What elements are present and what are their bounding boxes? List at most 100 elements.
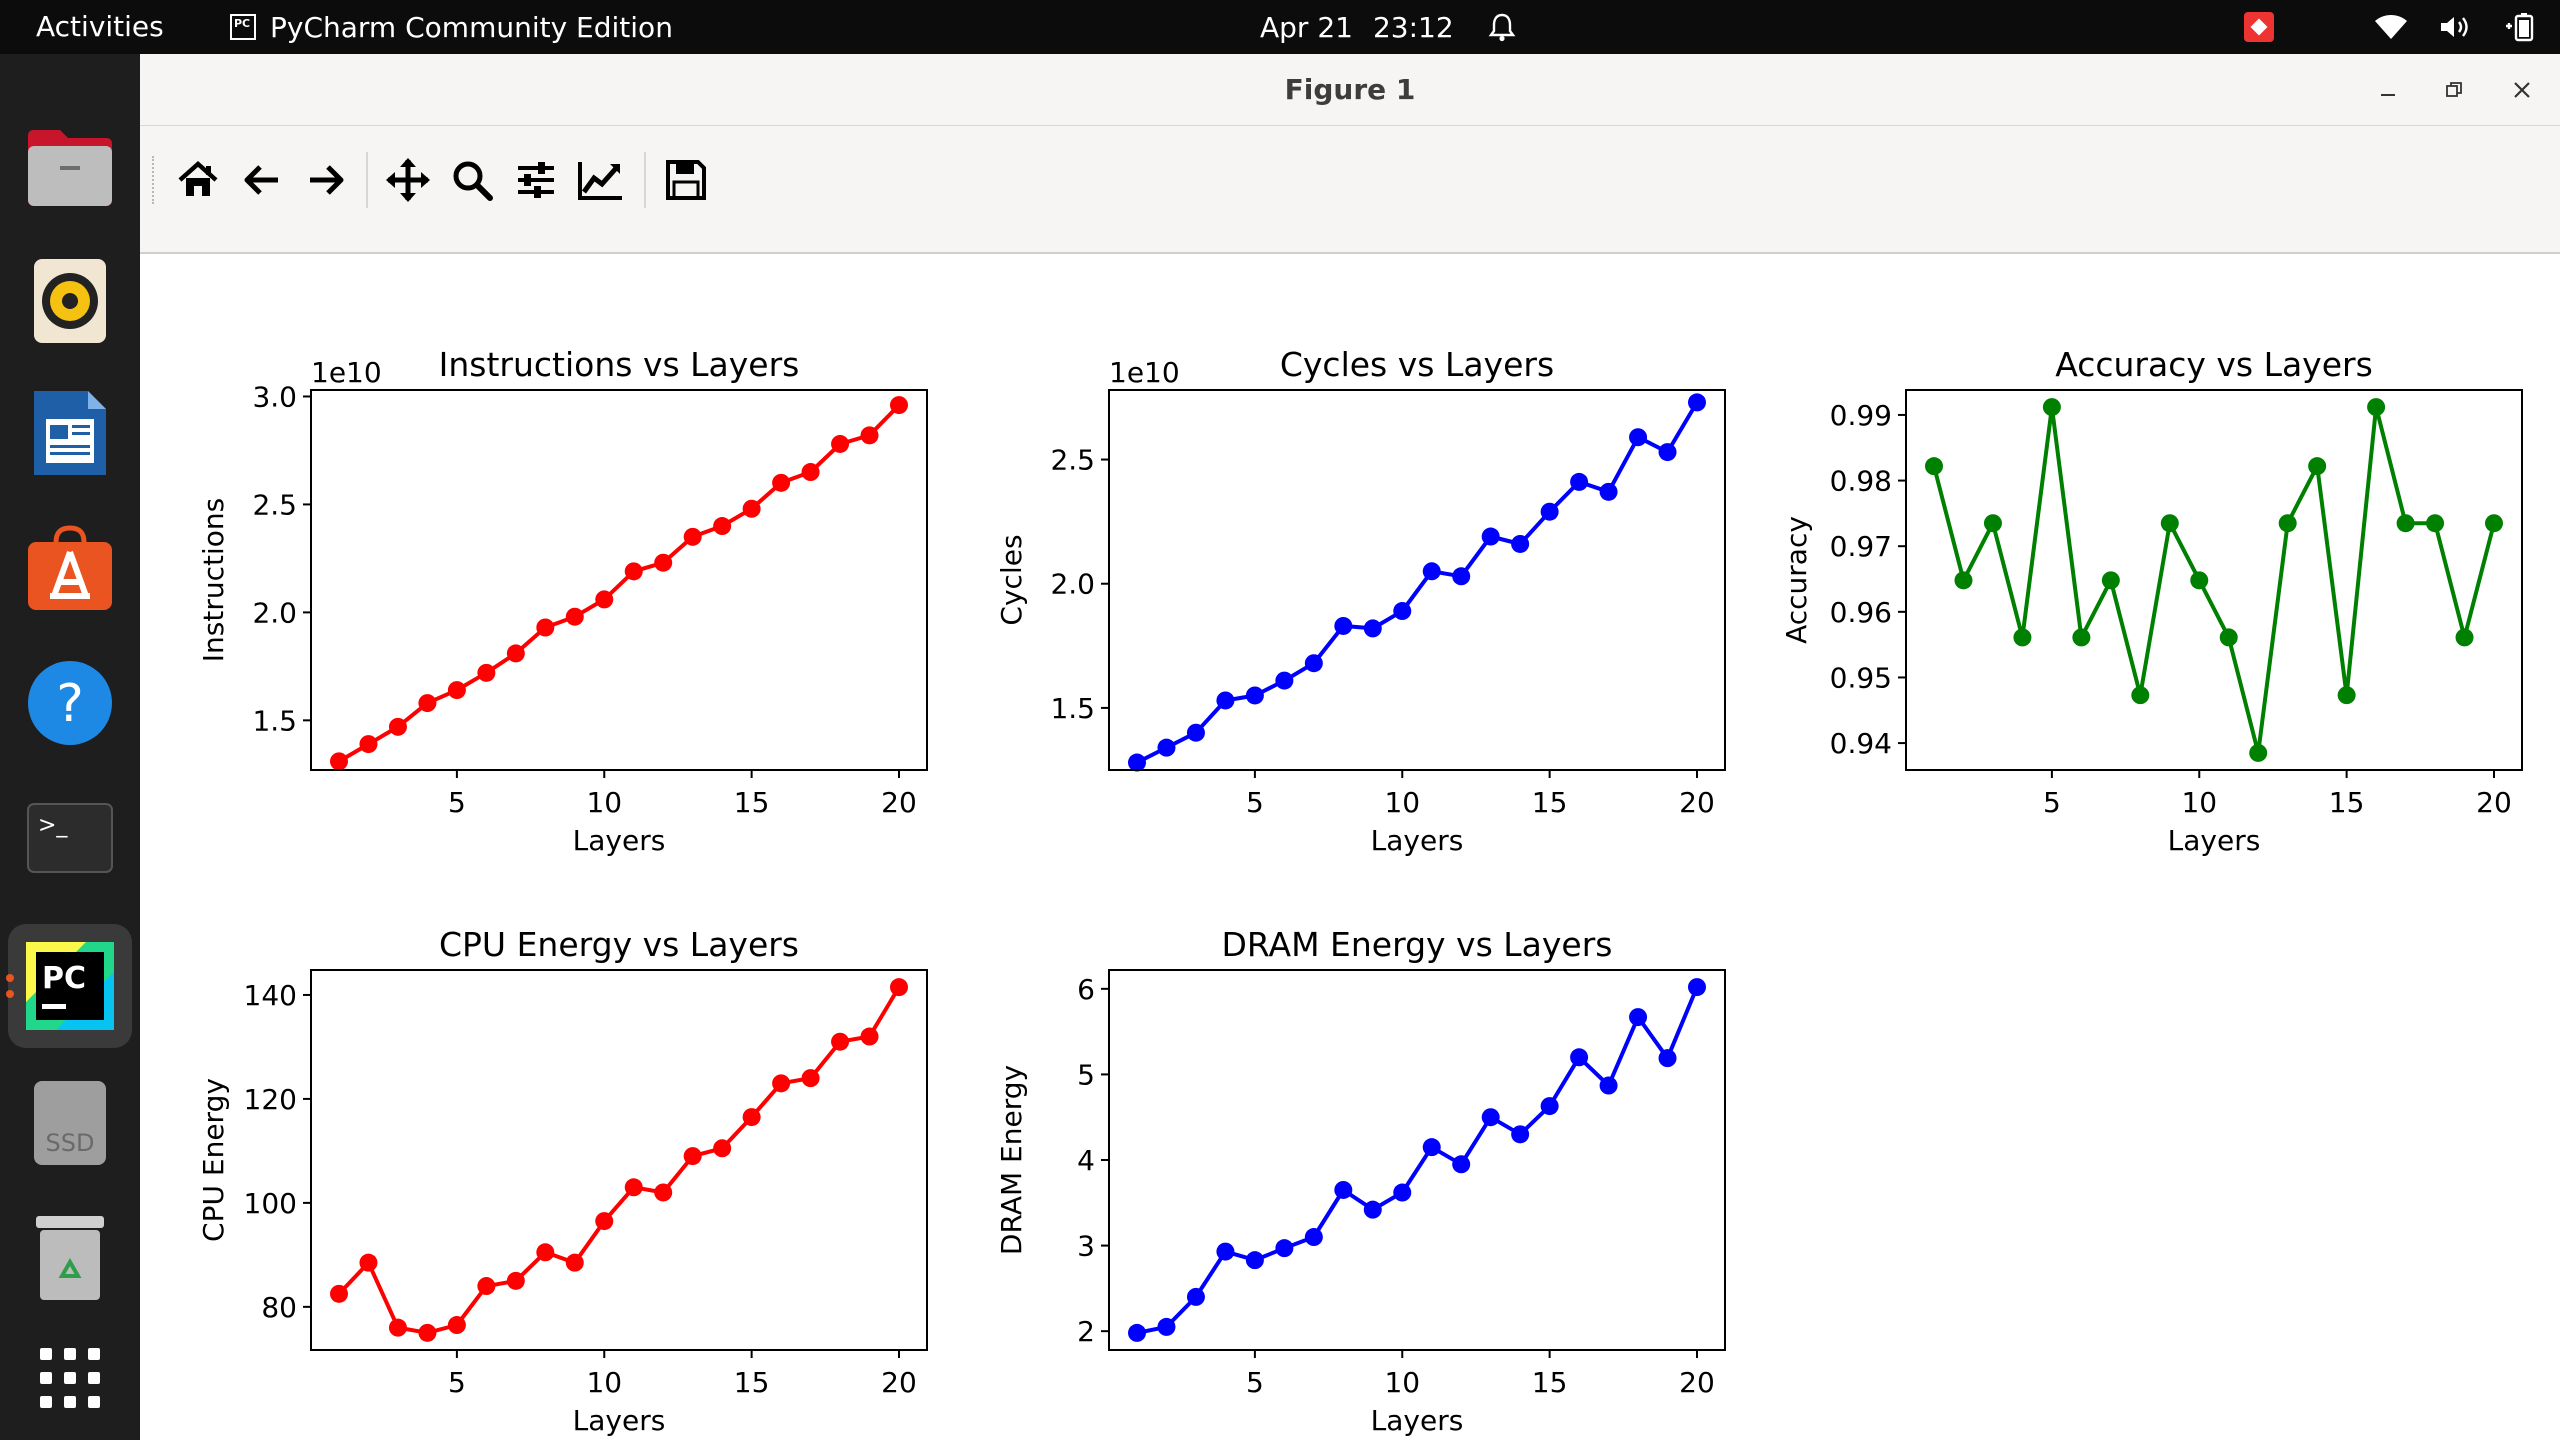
save-button[interactable]: [658, 152, 714, 208]
subplot-3: Accuracy vs Layers Layers Accuracy 5 10 15 20 0…: [1780, 345, 2523, 857]
battery-icon[interactable]: [2502, 12, 2538, 42]
dock-item-rhythmbox[interactable]: [26, 257, 114, 345]
data-point: [536, 1243, 555, 1262]
x-tick-label: 15: [2329, 786, 2365, 819]
bell-icon: [1488, 13, 1516, 42]
minimize-button[interactable]: [2370, 72, 2406, 108]
data-point: [1422, 562, 1441, 581]
data-point: [742, 1108, 761, 1127]
configure-subplots-button[interactable]: [508, 152, 564, 208]
data-point: [506, 1271, 525, 1290]
x-tick-label: 5: [1246, 1366, 1264, 1399]
zoom-button[interactable]: [444, 152, 500, 208]
data-point: [2101, 571, 2120, 590]
y-offset-text: 1e10: [1109, 356, 1180, 389]
document-icon: [34, 391, 106, 475]
title-bar[interactable]: Figure 1: [140, 54, 2560, 126]
data-point: [2219, 628, 2238, 647]
data-point: [624, 1178, 643, 1197]
close-icon: [2514, 82, 2530, 98]
data-point: [1452, 1155, 1471, 1174]
x-tick-label: 10: [586, 786, 622, 819]
data-point: [1481, 1108, 1500, 1127]
pycharm-icon: PC: [26, 942, 114, 1030]
app-menu[interactable]: PC PyCharm Community Edition: [230, 0, 673, 54]
home-button[interactable]: [170, 152, 226, 208]
y-axis-label: DRAM Energy: [995, 1065, 1028, 1255]
data-point: [1186, 1287, 1205, 1306]
volume-icon[interactable]: [2438, 13, 2472, 41]
data-point: [1422, 1138, 1441, 1157]
x-tick-label: 20: [1679, 786, 1715, 819]
series-line: [1136, 986, 1699, 1335]
data-point: [890, 978, 908, 997]
x-tick-label: 10: [2181, 786, 2217, 819]
data-point: [2278, 514, 2297, 533]
y-tick-label: 100: [244, 1187, 297, 1220]
activities-button[interactable]: Activities: [36, 10, 164, 43]
window-title: Figure 1: [1284, 73, 1416, 106]
help-glyph: ?: [56, 674, 84, 734]
data-point: [1688, 978, 1706, 997]
maximize-button[interactable]: [2436, 72, 2472, 108]
data-point: [1599, 482, 1618, 501]
trash-icon: [36, 1216, 104, 1300]
data-point: [1511, 534, 1530, 553]
clock-time: 23:12: [1372, 10, 1454, 44]
forward-button[interactable]: [298, 152, 354, 208]
data-point: [536, 618, 555, 637]
subplot-2: Cycles vs Layers Layers Cycles 1e10 5 10 15 20 1…: [995, 345, 1726, 857]
close-button[interactable]: [2504, 72, 2540, 108]
dock-item-files[interactable]: [26, 124, 114, 212]
axes-frame: [310, 389, 928, 771]
edit-curve-icon: [578, 162, 622, 200]
data-point: [330, 752, 348, 771]
data-point: [683, 527, 702, 546]
y-tick-label: 6: [1077, 973, 1095, 1006]
data-point: [713, 1139, 732, 1158]
data-point: [1334, 1180, 1353, 1199]
data-point: [447, 681, 466, 700]
data-point: [2426, 514, 2445, 533]
dock-item-writer[interactable]: [26, 389, 114, 477]
y-tick-label: 0.95: [1830, 661, 1892, 694]
y-tick-label: 1.5: [1050, 692, 1095, 725]
data-point: [1481, 527, 1500, 546]
x-tick-label: 5: [1246, 786, 1264, 819]
dock-item-help[interactable]: ?: [26, 659, 114, 747]
dock-item-app-center[interactable]: [26, 524, 114, 612]
dock-item-trash[interactable]: [26, 1214, 114, 1302]
data-point: [359, 735, 378, 754]
dock-item-ssd[interactable]: SSD: [26, 1079, 114, 1167]
zoom-icon: [453, 161, 493, 201]
red-app-icon[interactable]: [2244, 12, 2274, 42]
data-point: [1245, 1251, 1264, 1270]
back-button[interactable]: [234, 152, 290, 208]
data-point: [506, 644, 525, 663]
figure-canvas[interactable]: Instructions vs Layers Layers Instructions…: [140, 254, 2560, 1440]
x-axis-label: Layers: [573, 1404, 666, 1437]
data-point: [1275, 671, 1294, 690]
data-point: [801, 1069, 820, 1088]
dock-item-pycharm[interactable]: PC: [8, 924, 132, 1048]
axes-frame: [1108, 969, 1726, 1351]
dock-item-show-apps[interactable]: [26, 1334, 114, 1422]
pan-button[interactable]: [380, 152, 436, 208]
x-tick-label: 20: [881, 786, 917, 819]
data-point: [654, 1183, 673, 1202]
x-tick-label: 15: [1532, 1366, 1568, 1399]
data-point: [388, 1318, 407, 1337]
x-tick-label: 5: [2043, 786, 2061, 819]
y-tick-label: 0.96: [1830, 596, 1892, 629]
data-point: [890, 396, 908, 415]
data-point: [477, 1277, 496, 1296]
restore-icon: [2446, 82, 2462, 97]
y-tick-label: 2.0: [252, 596, 297, 629]
data-point: [742, 499, 761, 518]
data-point: [801, 463, 820, 482]
edit-curves-button[interactable]: [572, 152, 628, 208]
clock[interactable]: Apr 21 23:12: [1260, 0, 1516, 54]
dock-item-terminal[interactable]: >_: [26, 794, 114, 882]
system-tray[interactable]: [2244, 0, 2538, 54]
wifi-icon[interactable]: [2374, 13, 2408, 41]
